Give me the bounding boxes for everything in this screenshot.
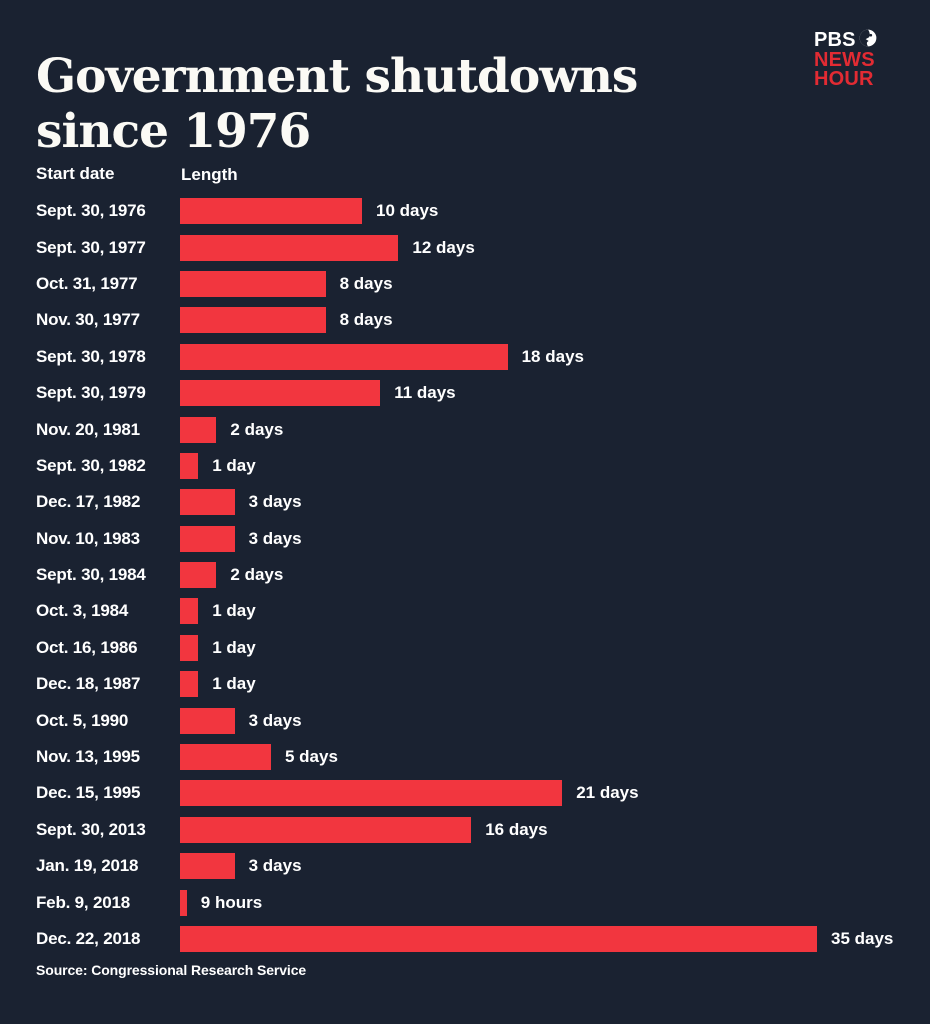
length-value-label: 1 day — [212, 674, 256, 694]
table-row: Oct. 3, 1984 1 day — [0, 593, 930, 629]
table-row: Feb. 9, 2018 9 hours — [0, 884, 930, 920]
table-row: Nov. 20, 1981 2 days — [0, 411, 930, 447]
start-date-label: Nov. 20, 1981 — [36, 419, 140, 439]
length-value-label: 35 days — [831, 929, 894, 948]
start-date-label: Oct. 5, 1990 — [36, 710, 129, 730]
length-bar — [180, 707, 235, 734]
table-row: Dec. 22, 2018 35 days — [0, 921, 930, 957]
table-row: Jan. 19, 2018 3 days — [0, 848, 930, 884]
start-date-column-header: Start date — [36, 164, 115, 183]
length-bar — [180, 671, 199, 698]
start-date-label: Sept. 30, 1984 — [36, 565, 146, 585]
table-row: Nov. 10, 1983 3 days — [0, 521, 930, 557]
length-column-header: Length — [181, 165, 238, 184]
length-bar — [180, 198, 362, 225]
pbs-logo-text: PBS — [814, 28, 856, 51]
start-date-label: Dec. 15, 1995 — [36, 783, 141, 803]
start-date-label: Sept. 30, 1979 — [36, 383, 146, 403]
length-value-label: 8 days — [339, 310, 393, 330]
hour-logo-text: HOUR — [814, 68, 874, 90]
table-row: Sept. 30, 1979 11 days — [0, 375, 930, 411]
length-bar — [180, 634, 199, 661]
length-value-label: 8 days — [339, 273, 393, 293]
length-value-label: 11 days — [394, 383, 456, 403]
table-row: Dec. 18, 1987 1 day — [0, 666, 930, 702]
length-bar — [180, 452, 199, 479]
pbs-head-icon — [859, 29, 877, 51]
table-row: Nov. 13, 1995 5 days — [0, 739, 930, 775]
start-date-label: Sept. 30, 1982 — [36, 455, 146, 475]
table-row: Sept. 30, 1982 1 day — [0, 448, 930, 484]
length-value-label: 12 days — [412, 237, 475, 257]
length-value-label: 9 hours — [200, 892, 263, 912]
length-value-label: 1 day — [212, 601, 256, 621]
length-bar — [180, 926, 817, 952]
length-bar — [180, 234, 399, 261]
table-row: Oct. 31, 1977 8 days — [0, 266, 930, 302]
length-value-label: 5 days — [285, 747, 338, 767]
length-bar — [180, 307, 326, 334]
length-bar — [180, 489, 235, 516]
pbs-newshour-logo: PBS NEWS HOUR — [814, 29, 877, 89]
start-date-label: Oct. 3, 1984 — [36, 601, 129, 621]
bar-chart: Sept. 30, 1976 10 days Sept. 30, 1977 12 da… — [0, 193, 930, 957]
length-bar — [180, 889, 187, 916]
table-row: Sept. 30, 1976 10 days — [0, 193, 930, 229]
start-date-label: Jan. 19, 2018 — [36, 856, 139, 876]
length-bar — [180, 780, 563, 807]
start-date-label: Sept. 30, 1978 — [36, 346, 146, 366]
table-row: Oct. 5, 1990 3 days — [0, 702, 930, 738]
length-value-label: 21 days — [576, 783, 639, 803]
table-row: Sept. 30, 1977 12 days — [0, 229, 930, 265]
table-row: Nov. 30, 1977 8 days — [0, 302, 930, 338]
source-note: Source: Congressional Research Service — [36, 962, 307, 978]
length-bar — [180, 525, 235, 552]
length-value-label: 1 day — [212, 637, 256, 657]
table-row: Dec. 15, 1995 21 days — [0, 775, 930, 811]
start-date-label: Nov. 13, 1995 — [36, 747, 140, 767]
length-bar — [180, 562, 217, 589]
length-bar — [180, 816, 472, 843]
length-bar — [180, 380, 381, 407]
length-value-label: 2 days — [230, 419, 284, 439]
length-value-label: 3 days — [248, 710, 302, 730]
page-title: Government shutdowns since 1976 — [36, 49, 638, 160]
column-headers: Start date Length — [0, 164, 930, 186]
length-bar — [180, 416, 217, 443]
start-date-label: Sept. 30, 1976 — [36, 201, 146, 221]
length-value-label: 2 days — [230, 565, 284, 585]
table-row: Sept. 30, 1978 18 days — [0, 339, 930, 375]
table-row: Sept. 30, 1984 2 days — [0, 557, 930, 593]
start-date-label: Dec. 22, 2018 — [36, 929, 141, 948]
start-date-label: Feb. 9, 2018 — [36, 892, 130, 912]
length-value-label: 3 days — [248, 528, 302, 548]
length-bar — [180, 270, 326, 297]
start-date-label: Nov. 10, 1983 — [36, 528, 140, 548]
start-date-label: Dec. 17, 1982 — [36, 492, 141, 512]
table-row: Oct. 16, 1986 1 day — [0, 630, 930, 666]
pbs-logo-row: PBS — [814, 29, 877, 51]
length-value-label: 16 days — [485, 819, 548, 839]
start-date-label: Nov. 30, 1977 — [36, 310, 140, 330]
length-value-label: 3 days — [248, 856, 302, 876]
start-date-label: Sept. 30, 2013 — [36, 819, 146, 839]
length-value-label: 3 days — [248, 492, 302, 512]
length-value-label: 18 days — [521, 346, 584, 366]
start-date-label: Oct. 31, 1977 — [36, 273, 138, 293]
length-bar — [180, 598, 199, 625]
news-logo-text: NEWS — [814, 49, 875, 71]
start-date-label: Oct. 16, 1986 — [36, 637, 138, 657]
length-value-label: 1 day — [212, 455, 256, 475]
table-row: Dec. 17, 1982 3 days — [0, 484, 930, 520]
length-value-label: 10 days — [376, 201, 439, 221]
length-bar — [180, 853, 235, 880]
table-row: Sept. 30, 2013 16 days — [0, 812, 930, 848]
start-date-label: Dec. 18, 1987 — [36, 674, 141, 694]
length-bar — [180, 343, 508, 370]
start-date-label: Sept. 30, 1977 — [36, 237, 146, 257]
length-bar — [180, 744, 271, 771]
